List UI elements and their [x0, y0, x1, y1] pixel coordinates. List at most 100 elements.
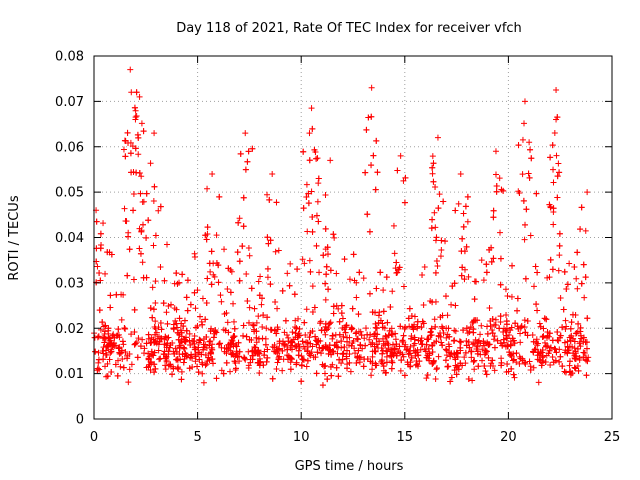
data-point	[571, 364, 578, 371]
data-point	[534, 307, 541, 314]
data-point	[322, 191, 329, 198]
data-point	[223, 350, 230, 357]
data-point	[311, 304, 318, 311]
data-point	[116, 344, 123, 351]
data-point	[366, 228, 373, 235]
data-point	[576, 355, 583, 362]
data-point	[281, 329, 288, 336]
data-point	[200, 379, 207, 386]
data-point	[397, 152, 404, 159]
x-tick-label: 15	[397, 430, 414, 445]
data-point	[267, 281, 274, 288]
data-point	[567, 325, 574, 332]
data-point	[562, 325, 569, 332]
data-point	[249, 321, 256, 328]
data-point	[301, 319, 308, 326]
data-point	[178, 376, 185, 383]
data-point	[131, 104, 138, 111]
data-point	[555, 160, 562, 167]
data-point	[485, 354, 492, 361]
data-point	[230, 351, 237, 358]
data-point	[251, 305, 258, 312]
data-point	[152, 278, 159, 285]
data-point	[571, 345, 578, 352]
data-point	[300, 148, 307, 155]
data-point	[207, 350, 214, 357]
data-point	[317, 320, 324, 327]
data-point	[522, 221, 529, 228]
data-point	[113, 291, 120, 298]
data-point	[151, 323, 158, 330]
data-point	[493, 188, 500, 195]
data-point	[429, 216, 436, 223]
data-point	[400, 177, 407, 184]
data-point	[487, 323, 494, 330]
data-point	[328, 351, 335, 358]
data-point	[128, 169, 135, 176]
data-point	[534, 269, 541, 276]
data-point	[119, 355, 126, 362]
data-point	[345, 342, 352, 349]
data-point	[522, 275, 529, 282]
data-point	[288, 355, 295, 362]
data-point	[303, 193, 310, 200]
data-point	[245, 148, 252, 155]
data-point	[379, 350, 386, 357]
data-point	[408, 312, 415, 319]
data-point	[460, 210, 467, 217]
data-point	[572, 330, 579, 337]
data-point	[362, 325, 369, 332]
data-point	[539, 346, 546, 353]
data-point	[107, 304, 114, 311]
data-point	[178, 320, 185, 327]
data-point	[255, 335, 262, 342]
data-point	[251, 344, 258, 351]
data-point	[517, 330, 524, 337]
data-point	[399, 337, 406, 344]
data-point	[274, 305, 281, 312]
data-point	[287, 260, 294, 267]
data-point	[152, 232, 159, 239]
data-point	[99, 335, 106, 342]
data-point	[296, 326, 303, 333]
data-point	[290, 336, 297, 343]
data-point	[158, 335, 165, 342]
data-point	[526, 139, 533, 146]
data-point	[170, 321, 177, 328]
data-point	[217, 292, 224, 299]
data-point	[521, 98, 528, 105]
data-point	[491, 367, 498, 374]
data-point	[446, 333, 453, 340]
data-point	[360, 275, 367, 282]
data-point	[574, 285, 581, 292]
data-point	[173, 356, 180, 363]
data-point	[572, 355, 579, 362]
data-point	[474, 317, 481, 324]
data-point	[573, 275, 580, 282]
data-point	[341, 343, 348, 350]
data-point	[395, 266, 402, 273]
data-point	[171, 350, 178, 357]
data-point	[457, 347, 464, 354]
data-point	[527, 232, 534, 239]
data-point	[571, 338, 578, 345]
data-point	[572, 365, 579, 372]
data-point	[240, 354, 247, 361]
data-point	[143, 364, 150, 371]
data-point	[202, 232, 209, 239]
data-point	[91, 334, 98, 341]
data-point	[328, 372, 335, 379]
data-point	[299, 356, 306, 363]
data-point	[368, 113, 375, 120]
data-point	[403, 346, 410, 353]
data-point	[294, 266, 301, 273]
data-points	[91, 66, 592, 389]
data-point	[320, 252, 327, 259]
data-point	[380, 308, 387, 315]
data-point	[497, 319, 504, 326]
data-point	[225, 329, 232, 336]
data-point	[246, 304, 253, 311]
data-point	[354, 335, 361, 342]
data-point	[379, 360, 386, 367]
